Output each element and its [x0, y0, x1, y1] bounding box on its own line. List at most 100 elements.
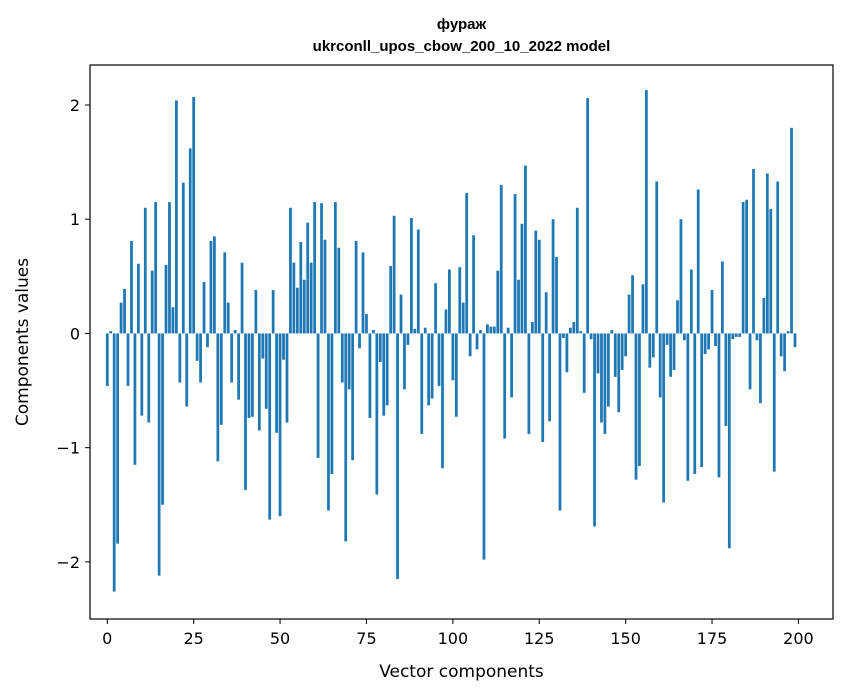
bar-50 [278, 333, 282, 517]
bar-176 [714, 333, 717, 346]
bar-197 [786, 331, 790, 334]
bar-123 [530, 322, 534, 334]
x-axis-label: Vector components [379, 662, 544, 682]
y-tick-label: −2 [56, 553, 80, 572]
bar-58 [306, 222, 310, 334]
bar-188 [755, 333, 759, 341]
x-tick-label: 50 [270, 629, 290, 648]
bar-187 [752, 168, 755, 334]
bar-122 [527, 333, 531, 434]
bar-62 [320, 203, 323, 334]
bar-57 [302, 279, 306, 334]
bar-184 [741, 202, 745, 334]
bar-21 [178, 333, 182, 383]
bar-113 [496, 270, 500, 334]
bar-61 [316, 333, 320, 458]
bar-53 [289, 207, 292, 334]
bar-44 [257, 333, 261, 431]
bar-23 [185, 333, 189, 407]
bar-68 [340, 333, 344, 383]
bar-133 [565, 333, 569, 373]
bar-149 [620, 333, 624, 370]
bar-41 [247, 333, 251, 418]
bar-51 [282, 333, 285, 360]
bar-118 [513, 194, 517, 334]
bar-67 [337, 247, 341, 334]
bar-40 [244, 333, 247, 490]
bar-34 [223, 252, 227, 334]
bar-165 [676, 300, 679, 334]
bar-31 [213, 236, 216, 334]
y-axis-label: Components values [13, 258, 33, 426]
bar-45 [261, 333, 265, 359]
bar-24 [188, 148, 192, 334]
bar-154 [638, 333, 641, 466]
bar-6 [126, 333, 130, 386]
bar-180 [727, 333, 731, 549]
bar-189 [759, 333, 762, 404]
bar-82 [389, 266, 393, 334]
bar-72 [354, 240, 358, 334]
bar-155 [641, 284, 645, 334]
bar-150 [624, 333, 628, 357]
bar-115 [503, 333, 507, 439]
bar-49 [275, 333, 278, 433]
bar-8 [133, 333, 137, 465]
bar-174 [707, 333, 710, 350]
bar-171 [696, 189, 700, 334]
bar-20 [175, 100, 178, 334]
bar-38 [237, 333, 240, 400]
bar-107 [475, 333, 479, 350]
bar-5 [123, 288, 126, 334]
bar-181 [731, 333, 735, 340]
y-tick-label: −1 [56, 439, 80, 458]
bar-29 [206, 333, 209, 348]
bar-143 [600, 333, 603, 423]
bar-30 [209, 240, 213, 334]
bar-28 [202, 282, 206, 334]
bar-159 [655, 181, 659, 334]
bar-69 [344, 333, 348, 542]
bar-138 [582, 333, 586, 393]
bar-13 [150, 270, 154, 334]
bar-14 [154, 202, 158, 334]
chart-subtitle: ukrconll_upos_cbow_200_10_2022 model [313, 38, 611, 55]
bar-141 [593, 333, 596, 527]
bar-43 [254, 290, 258, 334]
bar-169 [689, 269, 693, 334]
bar-66 [333, 202, 337, 334]
bar-18 [168, 202, 171, 334]
bar-175 [710, 290, 714, 334]
bar-32 [216, 333, 220, 462]
bar-185 [745, 199, 748, 334]
x-tick-label: 0 [102, 629, 112, 648]
bar-192 [769, 208, 773, 334]
bar-193 [772, 333, 776, 472]
bar-103 [461, 302, 465, 334]
bar-90 [416, 229, 420, 334]
chart-title: фураж [437, 16, 487, 33]
bar-63 [323, 239, 327, 334]
bar-37 [233, 330, 237, 334]
bar-136 [575, 207, 579, 334]
bar-130 [555, 256, 558, 334]
bar-137 [579, 331, 583, 334]
bar-78 [375, 333, 379, 495]
bar-161 [662, 333, 666, 503]
bar-89 [413, 328, 417, 334]
bar-109 [482, 333, 486, 560]
bar-108 [479, 330, 482, 334]
bar-74 [361, 252, 365, 334]
bar-88 [410, 218, 413, 334]
bar-105 [468, 333, 472, 357]
x-tick-label: 75 [356, 629, 376, 648]
bar-163 [669, 333, 672, 377]
bar-17 [164, 264, 168, 334]
bar-2 [112, 333, 116, 592]
bar-26 [195, 333, 199, 361]
bar-42 [251, 333, 254, 417]
bar-27 [199, 333, 202, 383]
bar-166 [679, 219, 683, 334]
bar-152 [631, 275, 634, 334]
